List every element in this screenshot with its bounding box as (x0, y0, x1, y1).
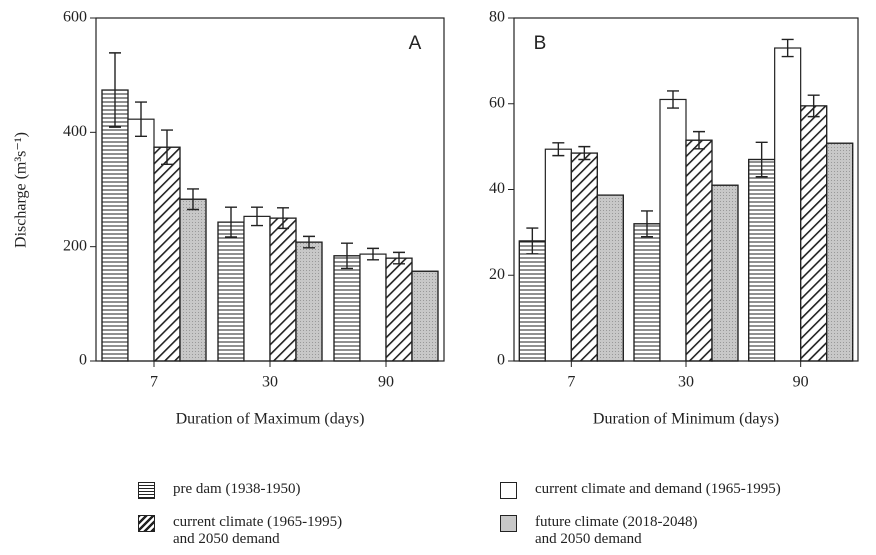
legend-entry: current climate and demand (1965-1995) (500, 481, 781, 499)
y-tick-label: 80 (489, 9, 505, 26)
bar-hatch (711, 184, 739, 362)
y-tick-label: 0 (79, 352, 87, 369)
bar (359, 253, 387, 362)
bar-hatch (269, 217, 297, 362)
bar (544, 148, 572, 362)
bar (127, 118, 155, 362)
error-bar (303, 235, 315, 249)
legend-swatch (138, 515, 155, 532)
error-bar (225, 206, 237, 238)
x-tick-label: 7 (567, 374, 575, 391)
bar-hatch (570, 152, 598, 362)
bar-hatch (153, 146, 181, 362)
error-bar (393, 251, 405, 265)
legend-label: future climate (2018-2048) and 2050 dema… (535, 514, 698, 547)
y-tick-label: 60 (489, 94, 505, 111)
error-bar (781, 38, 794, 58)
error-bar (526, 227, 539, 255)
bar-hatch (295, 241, 323, 362)
error-bar (667, 90, 679, 109)
legend-entry: current climate (1965-1995) and 2050 dem… (138, 514, 342, 548)
error-bar (693, 130, 705, 150)
error-bar (341, 242, 353, 270)
bar-hatch (685, 139, 713, 362)
error-bar (251, 206, 263, 227)
bar-hatch (411, 270, 439, 362)
error-bar (109, 52, 121, 128)
x-tick-label: 90 (378, 374, 394, 391)
error-bar (755, 141, 768, 178)
plot-frame (513, 17, 859, 362)
y-tick-label: 0 (497, 352, 505, 369)
x-axis-label: Duration of Minimum (days) (593, 411, 779, 428)
y-axis-label: Discharge (m³s⁻¹) (13, 132, 30, 248)
error-bar (367, 247, 379, 261)
legend-label: current climate and demand (1965-1995) (535, 481, 781, 497)
error-bar (807, 94, 820, 118)
legend-label: current climate (1965-1995) and 2050 dem… (173, 514, 343, 547)
bar-hatch (179, 198, 207, 362)
error-bar (187, 188, 199, 211)
x-tick-label: 30 (262, 374, 278, 391)
error-bar (277, 207, 289, 230)
bar-hatch (385, 257, 413, 362)
error-bar (135, 101, 147, 138)
plot-frame (95, 17, 445, 362)
bar (659, 98, 687, 362)
error-bar (641, 210, 653, 238)
error-bar (161, 129, 173, 166)
y-tick-label: 200 (63, 237, 87, 254)
bar-hatch (633, 223, 661, 362)
y-tick-label: 40 (489, 180, 505, 197)
bar (774, 47, 802, 362)
y-tick-label: 600 (63, 9, 87, 26)
bar (243, 215, 271, 362)
x-axis-label: Duration of Maximum (days) (176, 411, 365, 428)
bar-hatch (748, 158, 776, 362)
error-bar (578, 145, 591, 161)
bar-hatch (101, 89, 129, 362)
legend-swatch (500, 482, 517, 499)
bar-hatch (217, 221, 245, 362)
panel-label: B (534, 33, 547, 54)
legend-label: pre dam (1938-1950) (173, 481, 301, 497)
panel-label: A (409, 33, 422, 54)
legend-swatch (500, 515, 517, 532)
x-tick-label: 7 (150, 374, 158, 391)
bar-hatch (518, 240, 546, 362)
x-tick-label: 90 (793, 374, 809, 391)
error-bar (552, 142, 565, 157)
bar-hatch (333, 255, 361, 362)
legend-entry: pre dam (1938-1950) (138, 481, 300, 499)
bar-hatch (596, 194, 624, 362)
legend-entry: future climate (2018-2048) and 2050 dema… (500, 514, 697, 548)
legend-swatch (138, 482, 155, 499)
y-tick-label: 400 (63, 123, 87, 140)
bar-hatch (800, 105, 828, 362)
y-tick-label: 20 (489, 266, 505, 283)
x-tick-label: 30 (678, 374, 694, 391)
bar-hatch (826, 142, 854, 362)
